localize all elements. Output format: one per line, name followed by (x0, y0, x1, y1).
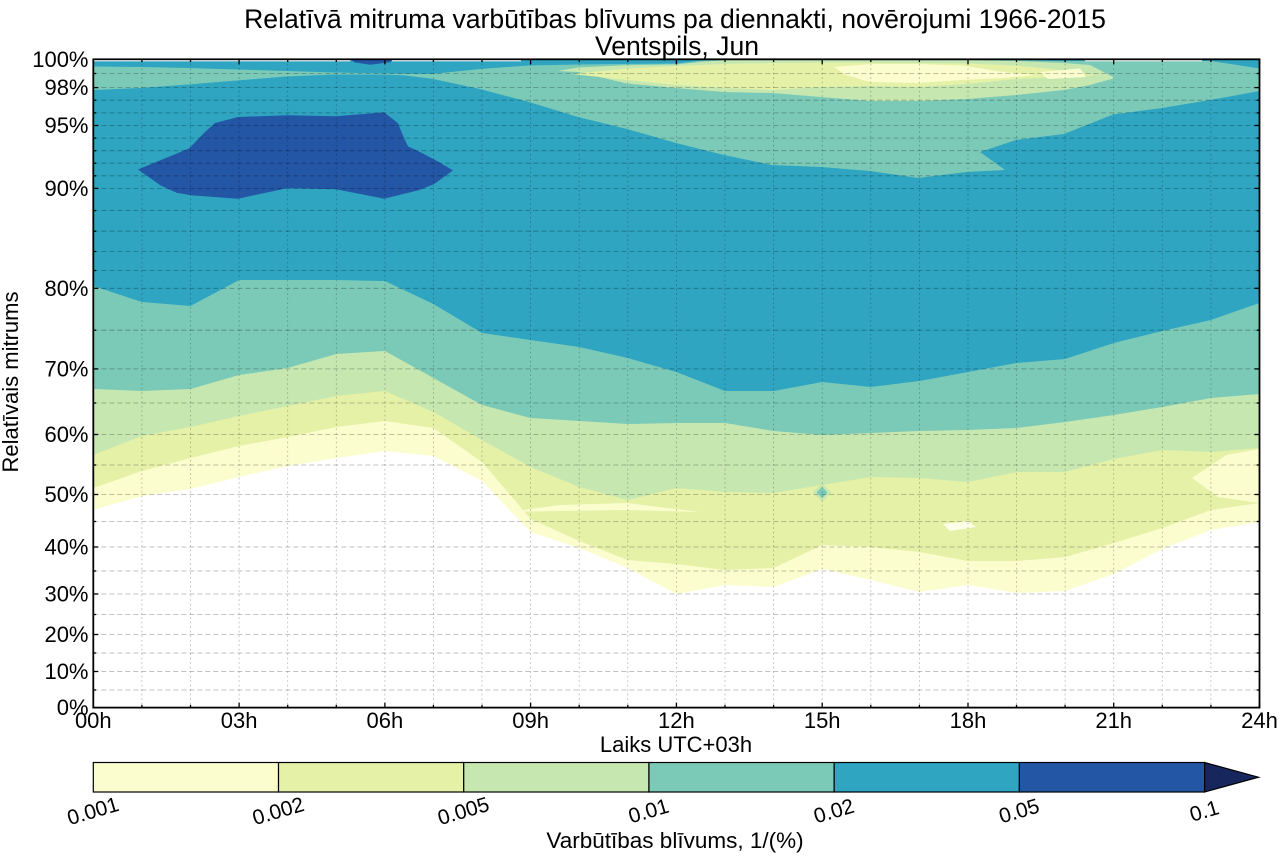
svg-text:95%: 95% (44, 113, 88, 138)
svg-text:00h: 00h (75, 708, 112, 733)
svg-text:60%: 60% (44, 422, 88, 447)
svg-text:20%: 20% (44, 622, 88, 647)
svg-text:Relatīvais mitrums: Relatīvais mitrums (0, 292, 23, 473)
svg-text:90%: 90% (44, 176, 88, 201)
svg-text:21h: 21h (1095, 708, 1132, 733)
svg-text:Relatīvā mitruma varbūtības bl: Relatīvā mitruma varbūtības blīvums pa d… (244, 4, 1106, 34)
svg-text:50%: 50% (44, 482, 88, 507)
svg-text:30%: 30% (44, 582, 88, 607)
svg-text:98%: 98% (44, 75, 88, 100)
svg-text:09h: 09h (512, 708, 549, 733)
svg-text:18h: 18h (950, 708, 987, 733)
svg-text:70%: 70% (44, 356, 88, 381)
svg-text:24h: 24h (1241, 708, 1278, 733)
svg-text:Ventspils, Jun: Ventspils, Jun (595, 31, 759, 61)
svg-text:80%: 80% (44, 276, 88, 301)
svg-text:15h: 15h (804, 708, 841, 733)
svg-text:12h: 12h (658, 708, 695, 733)
svg-text:10%: 10% (44, 659, 88, 684)
svg-text:0%: 0% (57, 695, 89, 720)
svg-text:06h: 06h (367, 708, 404, 733)
svg-text:40%: 40% (44, 535, 88, 560)
svg-text:Laiks UTC+03h: Laiks UTC+03h (600, 732, 752, 757)
svg-text:100%: 100% (32, 47, 88, 72)
svg-text:03h: 03h (221, 708, 258, 733)
svg-text:Varbūtības blīvums, 1/(%): Varbūtības blīvums, 1/(%) (546, 828, 803, 853)
